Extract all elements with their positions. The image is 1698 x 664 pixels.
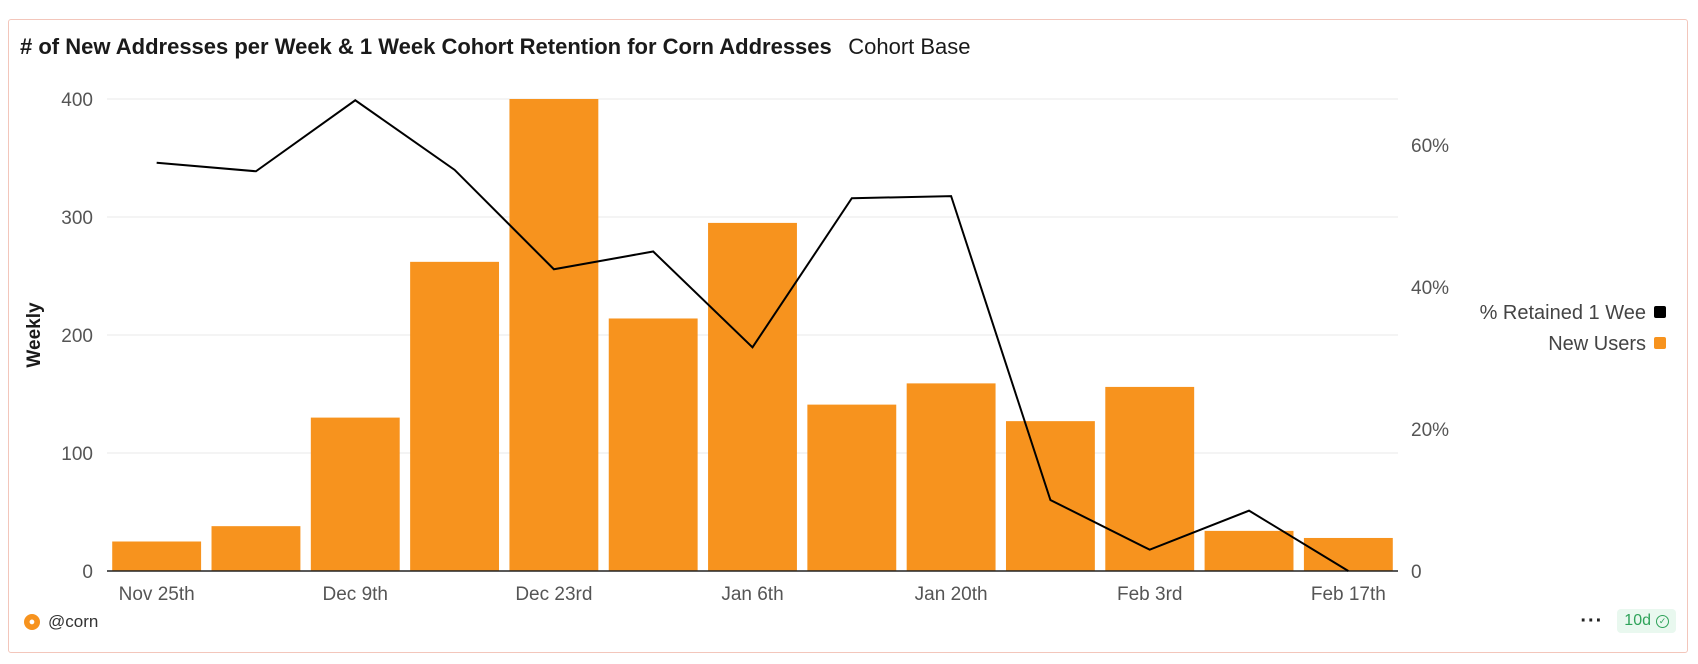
chart-subtitle: Cohort Base — [848, 34, 971, 59]
y-tick-label: 400 — [61, 90, 93, 111]
creator-link[interactable]: ● @corn — [24, 612, 98, 632]
bar — [1303, 537, 1393, 571]
y2-tick-label: 20% — [1411, 420, 1449, 441]
bar — [310, 417, 400, 571]
ellipsis-icon[interactable]: ··· — [1580, 610, 1604, 632]
x-tick-label: Jan 20th — [915, 584, 988, 605]
y-axis-label: Weekly — [24, 302, 45, 368]
x-tick-label: Feb 3rd — [1117, 584, 1182, 605]
legend-label: New Users — [1548, 333, 1646, 355]
chart-header: # of New Addresses per Week & 1 Week Coh… — [20, 34, 971, 60]
bar — [410, 261, 500, 571]
y-tick-label: 0 — [82, 562, 93, 583]
bar — [906, 383, 996, 571]
x-tick-label: Dec 23rd — [515, 584, 592, 605]
x-tick-label: Feb 17th — [1311, 584, 1386, 605]
x-tick-label: Dec 9th — [323, 584, 388, 605]
y2-tick-label: 0 — [1411, 562, 1422, 583]
bar — [211, 526, 301, 571]
legend-label: % Retained 1 Wee — [1480, 302, 1646, 324]
bar — [1005, 421, 1095, 571]
legend-swatch — [1654, 337, 1666, 349]
y-tick-label: 300 — [61, 208, 93, 229]
creator-handle[interactable]: @corn — [48, 612, 99, 631]
bar — [509, 99, 599, 571]
x-tick-label: Jan 6th — [721, 584, 783, 605]
bar — [708, 222, 797, 571]
bar — [1204, 530, 1294, 571]
corn-logo-icon: ● — [24, 614, 40, 630]
y-tick-label: 200 — [61, 326, 93, 347]
chart-title: # of New Addresses per Week & 1 Week Coh… — [20, 34, 832, 59]
y-tick-label: 100 — [61, 444, 93, 465]
y2-tick-label: 40% — [1411, 278, 1449, 299]
footer-actions: ··· 10d ✓ — [1580, 609, 1676, 633]
bar — [1105, 386, 1195, 571]
freshness-badge[interactable]: 10d ✓ — [1617, 609, 1676, 633]
check-circle-icon: ✓ — [1656, 614, 1669, 628]
freshness-label: 10d — [1624, 612, 1651, 629]
bar — [807, 404, 897, 571]
bar — [112, 541, 202, 571]
legend-swatch — [1654, 306, 1666, 318]
bar — [608, 318, 698, 571]
y2-tick-label: 60% — [1411, 136, 1449, 157]
retention-line — [156, 99, 1349, 572]
x-tick-label: Nov 25th — [119, 584, 195, 605]
